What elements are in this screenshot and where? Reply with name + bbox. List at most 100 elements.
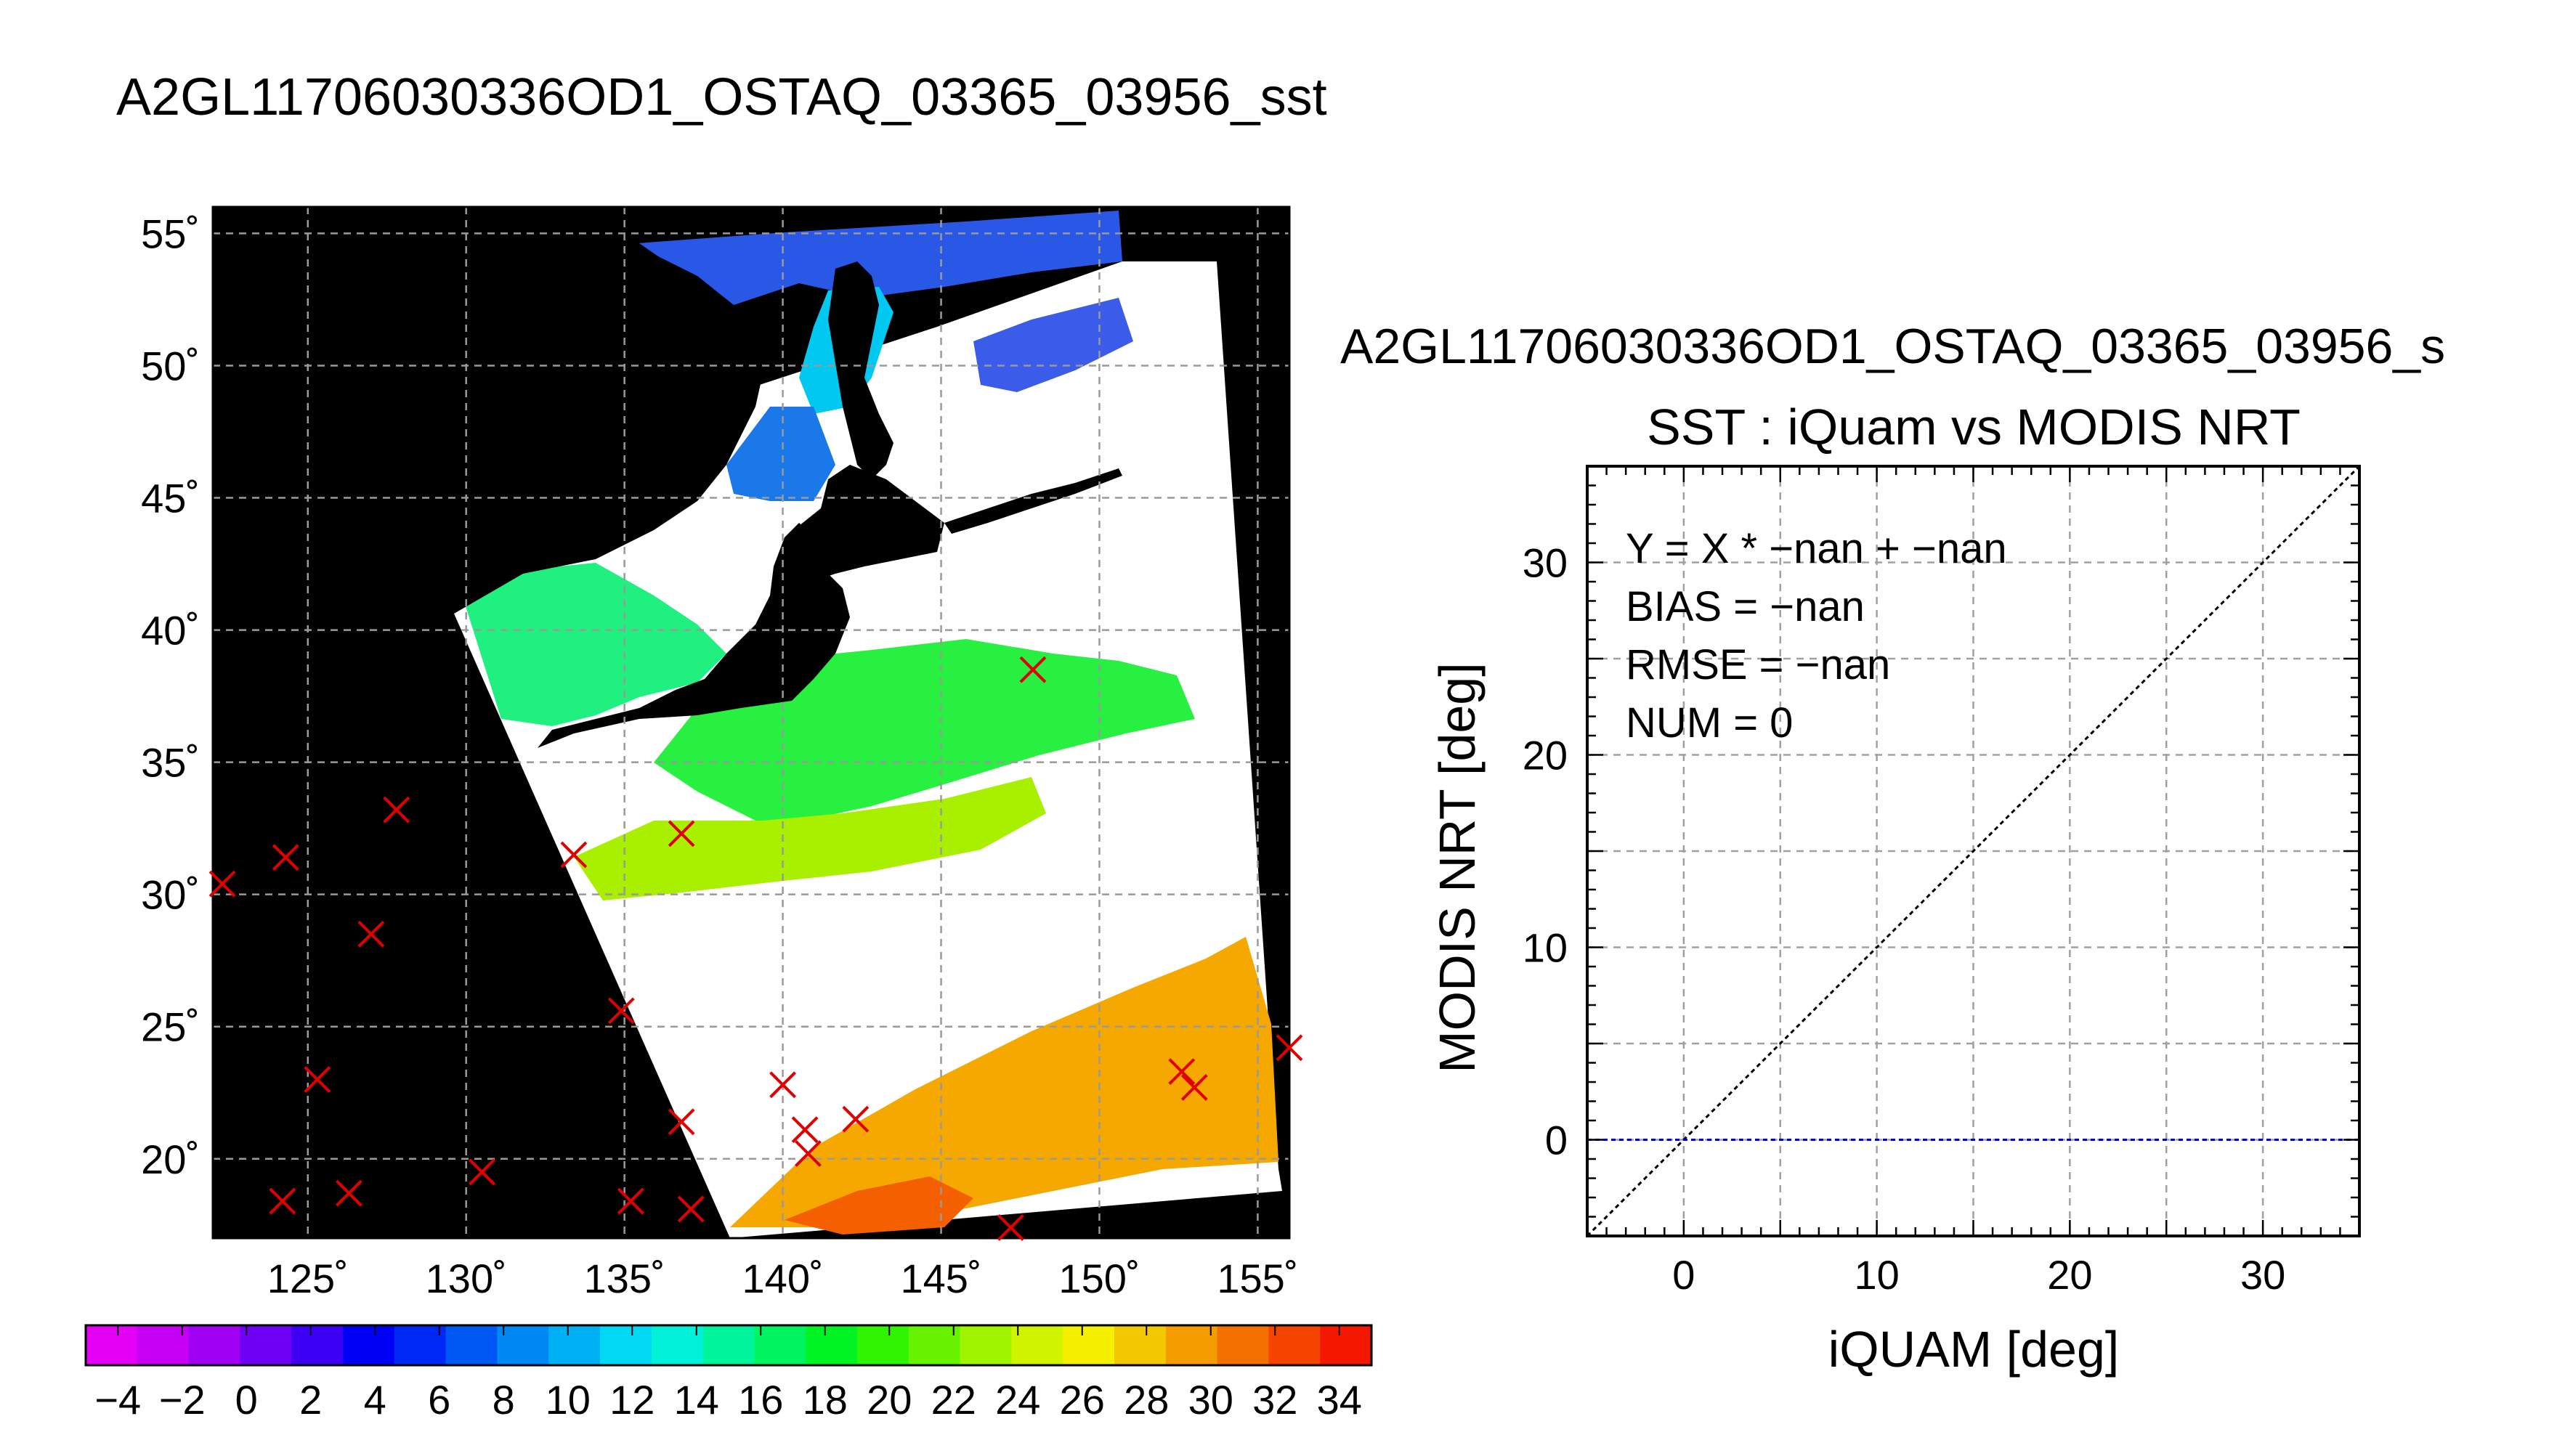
colorbar-swatch xyxy=(702,1325,755,1365)
matchup-point-stroke xyxy=(607,997,635,1025)
sst-region-sea-of-japan xyxy=(458,563,726,726)
colorbar-tick-label: 6 xyxy=(428,1377,450,1423)
matchup-point-stroke xyxy=(269,1187,296,1215)
colorbar-swatch xyxy=(1011,1325,1063,1365)
colorbar-swatch xyxy=(754,1325,806,1365)
colorbar-swatch xyxy=(1268,1325,1321,1365)
land-hokkaido xyxy=(785,465,944,581)
matchup-point xyxy=(357,920,385,948)
map-y-tick-label: 35˚ xyxy=(141,740,200,786)
sst-region-subtropical xyxy=(574,777,1046,900)
matchup-point xyxy=(677,1195,705,1223)
matchup-points xyxy=(208,656,1303,1241)
matchup-point-stroke xyxy=(208,870,236,898)
colorbar-frame xyxy=(84,1324,1373,1367)
scatter-y-axis-label: MODIS NRT [deg] xyxy=(1429,662,1486,1073)
colorbar-swatch xyxy=(86,1325,138,1365)
matchup-point xyxy=(769,1071,797,1099)
matchup-point xyxy=(842,1105,870,1133)
colorbar-tick-label: 12 xyxy=(609,1377,655,1423)
matchup-point-stroke xyxy=(1180,1074,1208,1101)
matchup-point-stroke xyxy=(791,1116,819,1144)
map-x-tick-label: 125˚ xyxy=(267,1256,349,1301)
map-frame xyxy=(211,206,1291,1240)
scatter-x-tick-label: 20 xyxy=(2047,1252,2092,1298)
sst-map-panel xyxy=(213,207,1289,1238)
colorbar-tick-labels: −4 −2 0 2 4 6 8 10 12 14 16 18 20 22 24 26 28 30 32 34 xyxy=(94,1377,1362,1423)
colorbar-swatch xyxy=(497,1325,549,1365)
matchup-point xyxy=(269,1187,296,1215)
matchup-point-stroke xyxy=(617,1187,644,1215)
colorbar-tick-label: 32 xyxy=(1252,1377,1297,1423)
scatter-x-axis-label: iQUAM [deg] xyxy=(1828,1321,2120,1378)
one-to-one-line xyxy=(1586,465,2361,1237)
colorbar-tick-label: 8 xyxy=(493,1377,515,1423)
matchup-point xyxy=(208,870,236,898)
scatter-frame-group xyxy=(1586,465,2361,1237)
matchup-point-stroke xyxy=(469,1158,495,1186)
scatter-y-tick-label: 10 xyxy=(1523,925,1568,971)
matchup-point-stroke xyxy=(304,1066,331,1093)
colorbar-swatch xyxy=(806,1325,858,1365)
map-x-tick-label: 150˚ xyxy=(1058,1256,1140,1301)
matchup-point xyxy=(469,1158,495,1186)
scatter-y-tick-labels: 0 10 20 30 xyxy=(1523,540,1568,1163)
matchup-point xyxy=(795,1140,822,1167)
matchup-point xyxy=(1180,1074,1208,1101)
map-y-tick-label: 55˚ xyxy=(141,211,200,256)
colorbar-swatch xyxy=(600,1325,652,1365)
colorbar-tick-label: 14 xyxy=(674,1377,719,1423)
map-x-tick-label: 145˚ xyxy=(900,1256,981,1301)
matchup-point xyxy=(272,844,299,871)
colorbar-tick-label: 20 xyxy=(867,1377,912,1423)
map-x-tick-label: 130˚ xyxy=(426,1256,507,1301)
matchup-point-stroke xyxy=(795,1140,822,1167)
colorbar-tick-label: −4 xyxy=(94,1377,141,1423)
matchup-point xyxy=(1168,1058,1196,1086)
scatter-x-tick-label: 0 xyxy=(1672,1252,1695,1298)
matchup-point-stroke xyxy=(668,820,695,847)
sst-region-okhotsk-east xyxy=(973,298,1133,392)
matchup-point xyxy=(607,997,635,1025)
scatter-x-tick-label: 10 xyxy=(1854,1252,1899,1298)
colorbar-tick-label: 26 xyxy=(1060,1377,1105,1423)
colorbar-swatch xyxy=(1320,1325,1372,1365)
map-grid xyxy=(213,207,1289,1238)
matchup-point-stroke xyxy=(336,1179,362,1207)
colorbar-swatch xyxy=(1114,1325,1167,1365)
sst-region-south-warm xyxy=(730,937,1278,1227)
matchup-point xyxy=(383,796,410,823)
scatter-stats: Y = X * −nan + −nan BIAS = −nan RMSE = −na… xyxy=(1626,525,2007,747)
colorbar-swatch xyxy=(908,1325,961,1365)
scatter-y-tick-label: 0 xyxy=(1545,1118,1568,1163)
map-y-tick-label: 40˚ xyxy=(141,608,200,654)
colorbar-tick-label: 10 xyxy=(546,1377,591,1423)
colorbar-tick-label: 34 xyxy=(1317,1377,1362,1423)
colorbar-swatch xyxy=(445,1325,498,1365)
scatter-x-tick-labels: 0 10 20 30 xyxy=(1672,1252,2285,1298)
matchup-point-stroke xyxy=(272,844,299,871)
colorbar-swatch xyxy=(857,1325,909,1365)
colorbar-swatch xyxy=(960,1325,1012,1365)
map-y-tick-label: 30˚ xyxy=(141,872,200,918)
colorbar-swatch xyxy=(394,1325,447,1365)
land-korea-mainland xyxy=(213,207,770,614)
colorbar-swatch xyxy=(651,1325,704,1365)
colorbar-tick-label: 4 xyxy=(364,1377,386,1423)
map-x-tick-labels: 125˚ 130˚ 135˚ 140˚ 145˚ 150˚ 155˚ xyxy=(267,1256,1299,1301)
colorbar-tick-label: 0 xyxy=(235,1377,258,1423)
scatter-subtitle: A2GL11706030336OD1_OSTAQ_03365_03956_s xyxy=(1340,319,2445,374)
land-japan xyxy=(538,523,850,748)
scatter-reference-lines xyxy=(1586,465,2361,1237)
matchup-point-stroke xyxy=(997,1214,1024,1241)
matchup-point-stroke xyxy=(383,796,410,823)
matchup-point xyxy=(560,841,588,869)
matchup-point-stroke xyxy=(1276,1034,1303,1062)
matchup-point xyxy=(791,1116,819,1144)
matchup-point xyxy=(336,1179,362,1207)
matchup-point-stroke xyxy=(357,920,385,948)
colorbar-tick-label: 2 xyxy=(299,1377,322,1423)
colorbar-swatch xyxy=(137,1325,190,1365)
